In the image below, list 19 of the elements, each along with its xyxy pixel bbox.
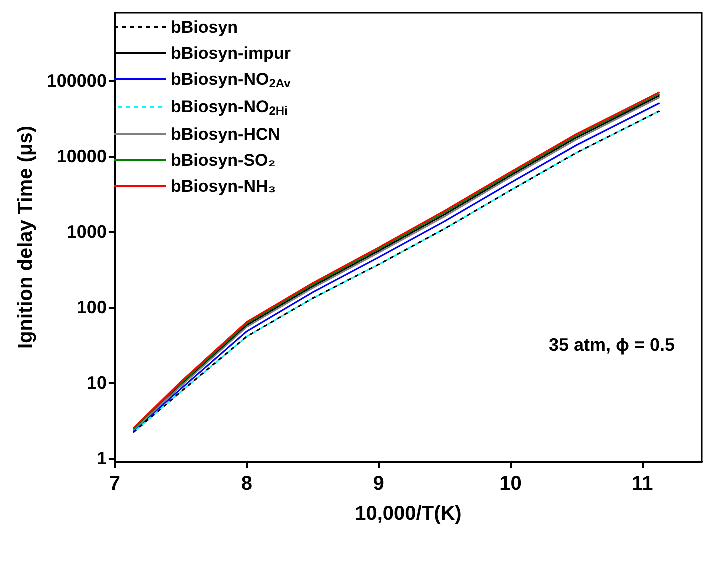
y-tick-label: 100000 — [46, 71, 107, 92]
legend-label: bBiosyn-impur — [171, 44, 292, 63]
x-tick-label: 7 — [109, 473, 121, 495]
legend-label: bBiosyn-NH₃ — [171, 177, 276, 196]
x-axis-title: 10,000/T(K) — [355, 503, 462, 525]
y-axis-title: Ignition delay Time (μs) — [15, 126, 37, 350]
y-tick-label: 1 — [96, 448, 107, 469]
y-tick-label: 10000 — [56, 146, 107, 167]
legend-label: bBiosyn-SO₂ — [171, 151, 276, 170]
annotation: 35 atm, ϕ = 0.5 — [548, 335, 675, 355]
legend-label: bBiosyn — [171, 18, 238, 37]
x-tick-label: 11 — [632, 473, 654, 495]
legend-label: bBiosyn-HCN — [171, 125, 281, 144]
y-tick-label: 1000 — [66, 222, 107, 242]
y-tick-label: 100 — [76, 298, 107, 318]
x-tick-label: 8 — [241, 473, 252, 495]
x-tick-label: 9 — [373, 473, 384, 495]
x-tick-label: 10 — [500, 473, 522, 495]
y-tick-label: 10 — [86, 373, 107, 394]
